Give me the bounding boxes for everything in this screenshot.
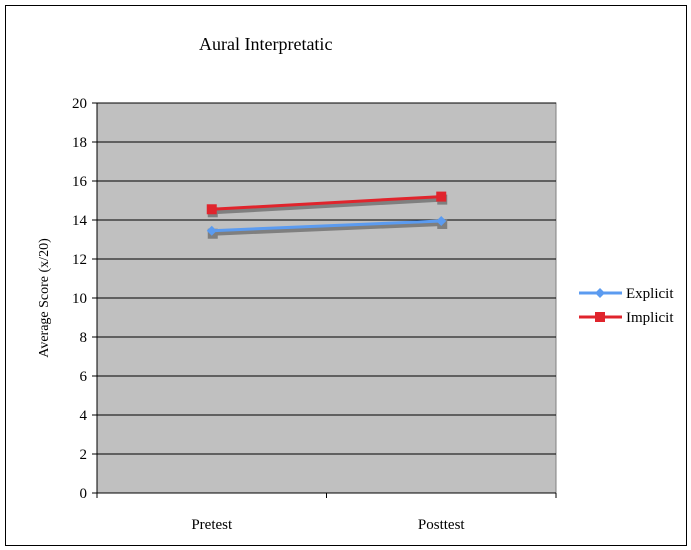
legend-label-explicit: Explicit [626, 286, 674, 302]
axes [92, 102, 557, 498]
series-line-explicit [211, 219, 442, 233]
gridlines [97, 102, 556, 455]
line-chart: Aural Interpretatic 0 2 4 6 8 10 12 14 16 18 20 Pr… [37, 34, 674, 533]
data-point-explicit [206, 225, 217, 236]
y-tick-label: 12 [72, 252, 87, 268]
y-tick-label: 10 [72, 291, 87, 307]
series-shadow [212, 221, 443, 236]
series-line-implicit [211, 195, 442, 211]
legend-item-implicit: Implicit [579, 310, 674, 326]
y-tick-label: 0 [80, 486, 88, 502]
legend: Explicit Implicit [579, 286, 674, 326]
data-point-explicit [436, 215, 447, 226]
y-tick-label: 14 [72, 213, 88, 229]
x-tick-labels: Pretest Posttest [191, 517, 465, 533]
legend-label-implicit: Implicit [626, 310, 674, 326]
y-tick-labels: 0 2 4 6 8 10 12 14 16 18 20 [72, 96, 88, 502]
legend-marker-implicit [595, 312, 605, 322]
y-tick-label: 6 [80, 369, 88, 385]
legend-marker-explicit [595, 288, 605, 298]
y-tick-label: 16 [72, 174, 88, 190]
data-point-implicit [206, 204, 217, 215]
legend-item-explicit: Explicit [579, 286, 674, 302]
y-axis-title: Average Score (x/20) [37, 238, 52, 358]
y-tick-label: 18 [72, 135, 87, 151]
series-shadow [212, 197, 443, 215]
y-tick-label: 2 [80, 447, 88, 463]
y-tick-label: 20 [72, 96, 87, 112]
y-tick-label: 8 [80, 330, 88, 346]
y-tick-label: 4 [80, 408, 88, 424]
x-tick-label: Posttest [418, 517, 466, 533]
series-layer [206, 191, 448, 239]
x-tick-label: Pretest [191, 517, 233, 533]
chart-frame: Aural Interpretatic 0 2 4 6 8 10 12 14 16 18 20 Pr… [5, 5, 687, 546]
chart-title: Aural Interpretatic [199, 34, 332, 54]
data-point-implicit [436, 191, 447, 202]
